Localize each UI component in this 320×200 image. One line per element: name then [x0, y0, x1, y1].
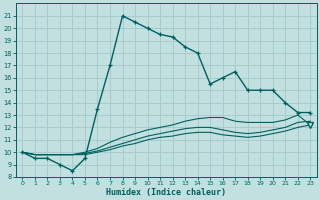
X-axis label: Humidex (Indice chaleur): Humidex (Indice chaleur) — [106, 188, 226, 197]
